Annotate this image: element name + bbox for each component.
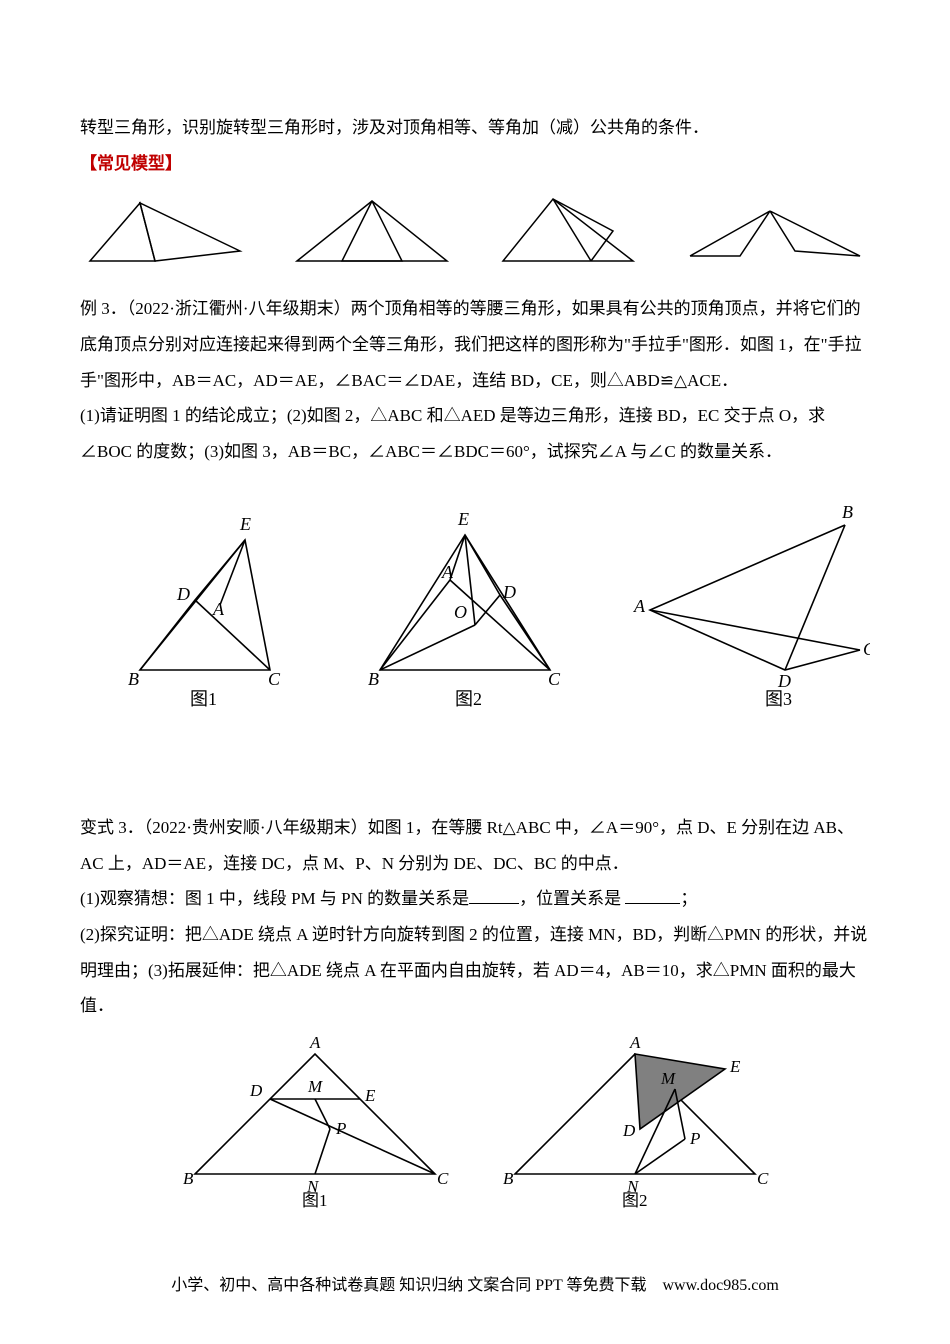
intro-line: 转型三角形，识别旋转型三角形时，涉及对顶角相等、等角加（减）公共角的条件． — [80, 110, 870, 146]
svg-text:D: D — [176, 584, 190, 604]
variant-q1: (1)观察猜想：图 1 中，线段 PM 与 PN 的数量关系是 ，位置关系是 ； — [80, 881, 870, 917]
svg-text:C: C — [268, 669, 281, 689]
variant-3-svg: A D M E P B N C 图1 M — [165, 1034, 785, 1209]
variant-q1-suffix: ； — [680, 889, 697, 908]
fig2-label: 图2 — [455, 689, 482, 709]
svg-text:E: E — [364, 1086, 376, 1105]
example-3-figures: E D A B C 图1 E A D — [80, 480, 870, 710]
blank-2 — [625, 886, 680, 904]
svg-text:E: E — [729, 1057, 741, 1076]
svg-text:A: A — [212, 599, 225, 619]
model-sketch-1 — [80, 191, 250, 271]
svg-text:A: A — [629, 1034, 641, 1052]
svg-text:E: E — [457, 509, 469, 529]
svg-text:B: B — [368, 669, 379, 689]
svg-text:B: B — [503, 1169, 514, 1188]
fig3-label: 图3 — [765, 689, 792, 709]
page: 转型三角形，识别旋转型三角形时，涉及对顶角相等、等角加（减）公共角的条件． 【常… — [0, 0, 950, 1343]
svg-text:C: C — [863, 639, 870, 659]
example-prefix: 例 3． — [80, 299, 127, 318]
svg-text:B: B — [842, 502, 853, 522]
svg-text:M: M — [660, 1069, 676, 1088]
model-sketch-4 — [680, 191, 870, 271]
svg-text:D: D — [502, 582, 516, 602]
variant-3: 变式 3．（2022·贵州安顺·八年级期末）如图 1，在等腰 Rt△ABC 中，… — [80, 810, 870, 881]
example-source: （2022·浙江衢州·八年级期末） — [127, 299, 351, 318]
svg-text:D: D — [777, 671, 791, 691]
svg-text:P: P — [689, 1129, 700, 1148]
svg-text:C: C — [437, 1169, 449, 1188]
vfig1-label: 图1 — [302, 1191, 328, 1209]
fig1-label: 图1 — [190, 689, 217, 709]
model-sketch-row — [80, 191, 870, 271]
spacer — [80, 750, 870, 810]
model-sketch-2 — [287, 191, 457, 271]
variant-q1-prefix: (1)观察猜想：图 1 中，线段 PM 与 PN 的数量关系是 — [80, 889, 469, 908]
footer: 小学、初中、高中各种试卷真题 知识归纳 文案合同 PPT 等免费下载 www.d… — [80, 1269, 870, 1303]
svg-text:D: D — [622, 1121, 636, 1140]
example-3-svg: E D A B C 图1 E A D — [80, 480, 870, 710]
svg-text:B: B — [183, 1169, 194, 1188]
example-3-questions: (1)请证明图 1 的结论成立；(2)如图 2，△ABC 和△AED 是等边三角… — [80, 398, 870, 469]
svg-text:P: P — [335, 1119, 346, 1138]
svg-text:O: O — [454, 602, 467, 622]
vfig2-label: 图2 — [622, 1191, 648, 1209]
variant-q1-mid: ，位置关系是 — [519, 889, 625, 908]
blank-1 — [469, 886, 519, 904]
svg-text:M: M — [307, 1077, 323, 1096]
svg-text:C: C — [548, 669, 561, 689]
svg-text:A: A — [309, 1034, 321, 1052]
svg-text:A: A — [633, 596, 646, 616]
svg-text:C: C — [757, 1169, 769, 1188]
example-eq1: AB＝AC，AD＝AE，∠BAC＝∠DAE — [172, 371, 455, 390]
example-body2: ，连结 BD，CE，则△ABD≌△ACE． — [455, 371, 738, 390]
variant-3-figures: A D M E P B N C 图1 M — [80, 1034, 870, 1209]
example-3: 例 3．（2022·浙江衢州·八年级期末）两个顶角相等的等腰三角形，如果具有公共… — [80, 291, 870, 398]
svg-text:B: B — [128, 669, 139, 689]
variant-q2: (2)探究证明：把△ADE 绕点 A 逆时针方向旋转到图 2 的位置，连接 MN… — [80, 917, 870, 1024]
variant-prefix: 变式 3． — [80, 818, 144, 837]
section-title: 【常见模型】 — [80, 146, 870, 182]
svg-text:E: E — [239, 514, 251, 534]
model-sketch-3 — [493, 191, 643, 271]
svg-text:D: D — [249, 1081, 263, 1100]
variant-source: （2022·贵州安顺·八年级期末） — [144, 818, 368, 837]
